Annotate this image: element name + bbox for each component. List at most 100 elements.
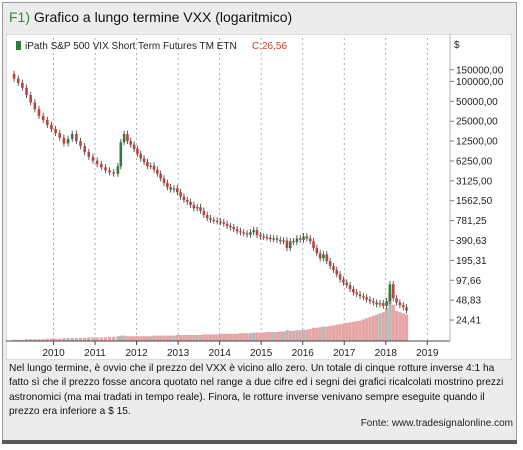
volume-bar xyxy=(295,330,299,341)
volume-bar xyxy=(288,330,292,341)
candle-body xyxy=(202,210,206,215)
volume-bar xyxy=(91,337,95,341)
candle-body xyxy=(62,137,66,144)
candle-body xyxy=(132,144,136,149)
volume-bar xyxy=(165,335,169,341)
legend-value: C:26,56 xyxy=(252,41,287,52)
volume-bar xyxy=(345,323,349,341)
volume-bar xyxy=(255,332,259,341)
candle-body xyxy=(166,182,169,188)
volume-bar xyxy=(33,339,37,341)
volume-bar xyxy=(95,337,99,341)
volume-bar xyxy=(70,338,74,341)
candle-body xyxy=(83,146,86,153)
y-tick-label-11: 97,66 xyxy=(456,276,481,287)
x-tick-label-2011: 2011 xyxy=(84,348,106,359)
volume-bar xyxy=(49,338,54,341)
candle-body xyxy=(381,303,385,306)
volume-bar xyxy=(232,333,236,341)
volume-bar xyxy=(385,308,389,341)
volume-bar xyxy=(182,335,186,341)
candle-body xyxy=(308,238,312,242)
candle-body xyxy=(119,142,123,167)
volume-bar xyxy=(152,335,156,341)
volume-bar xyxy=(368,317,372,341)
candle-body xyxy=(298,238,302,240)
volume-bar xyxy=(29,339,33,341)
candle-body xyxy=(139,153,143,159)
x-tick-label-2018: 2018 xyxy=(375,348,398,359)
candle-body xyxy=(195,207,199,209)
candle-body xyxy=(262,236,265,238)
volume-bar xyxy=(318,327,322,341)
candle-body xyxy=(142,158,146,163)
y-tick-label-13: 24,41 xyxy=(456,316,481,327)
volume-bar xyxy=(24,339,29,341)
candle-body xyxy=(162,178,166,183)
volume-bar xyxy=(351,321,355,341)
candle-body xyxy=(328,261,332,267)
candle-body xyxy=(245,233,249,235)
volume-bar xyxy=(371,315,375,341)
volume-bar xyxy=(155,335,159,341)
y-tick-label-2: 50000,00 xyxy=(456,97,498,108)
candle-body xyxy=(129,141,133,145)
volume-bar xyxy=(375,314,379,341)
candle-body xyxy=(179,192,182,197)
volume-bar xyxy=(388,293,392,341)
x-tick-label-2016: 2016 xyxy=(292,348,315,359)
volume-bar xyxy=(159,335,163,341)
volume-bar xyxy=(58,338,62,341)
candle-body xyxy=(285,240,289,249)
volume-bar xyxy=(66,338,70,341)
candle-body xyxy=(169,187,172,190)
candle-body xyxy=(275,238,279,240)
candle-body xyxy=(182,196,186,201)
candle-body xyxy=(12,73,16,79)
volume-bar xyxy=(169,335,173,341)
candle-body xyxy=(252,230,256,233)
candle-body xyxy=(104,167,107,171)
volume-bar xyxy=(315,327,319,341)
volume-bar xyxy=(278,331,282,341)
volume-bar xyxy=(321,326,326,341)
candle-body xyxy=(192,204,196,209)
y-tick-label-8: 781,25 xyxy=(456,216,487,227)
candle-body xyxy=(295,238,299,243)
y-tick-label-9: 390,63 xyxy=(456,236,487,247)
volume-bar xyxy=(45,338,49,341)
candle-body xyxy=(108,170,111,173)
candle-body xyxy=(391,284,395,299)
legend: iPath S&P 500 VIX Short Term Futures TM … xyxy=(16,41,287,52)
candle-body xyxy=(255,230,259,236)
volume-bar xyxy=(175,335,179,341)
volume-bar xyxy=(125,336,130,341)
candle-body xyxy=(112,172,116,174)
candle-body xyxy=(46,120,49,125)
candle-body xyxy=(87,152,91,157)
legend-swatch xyxy=(16,41,21,50)
candle-body xyxy=(21,82,24,88)
candle-body xyxy=(215,220,219,222)
y-axis-unit: $ xyxy=(454,40,460,51)
candle-body xyxy=(345,282,349,286)
candle-body xyxy=(272,238,275,240)
candle-body xyxy=(365,297,368,300)
volume-bar xyxy=(205,334,209,341)
volume-bar xyxy=(112,336,116,341)
volume-bar xyxy=(16,339,20,341)
volume-bar xyxy=(142,336,146,341)
x-tick-label-2013: 2013 xyxy=(167,348,190,359)
figure-title: F1) Grafico a lungo termine VXX (logarit… xyxy=(9,9,292,25)
candle-body xyxy=(318,253,322,259)
candle-body xyxy=(29,95,32,103)
candles xyxy=(12,70,408,314)
volume-bar xyxy=(348,322,352,341)
candle-body xyxy=(229,225,232,228)
volume-bar xyxy=(87,337,91,341)
volume-bar xyxy=(222,333,226,341)
candle-body xyxy=(239,231,242,233)
volume-bar xyxy=(398,312,402,341)
volume-bar xyxy=(202,334,206,341)
